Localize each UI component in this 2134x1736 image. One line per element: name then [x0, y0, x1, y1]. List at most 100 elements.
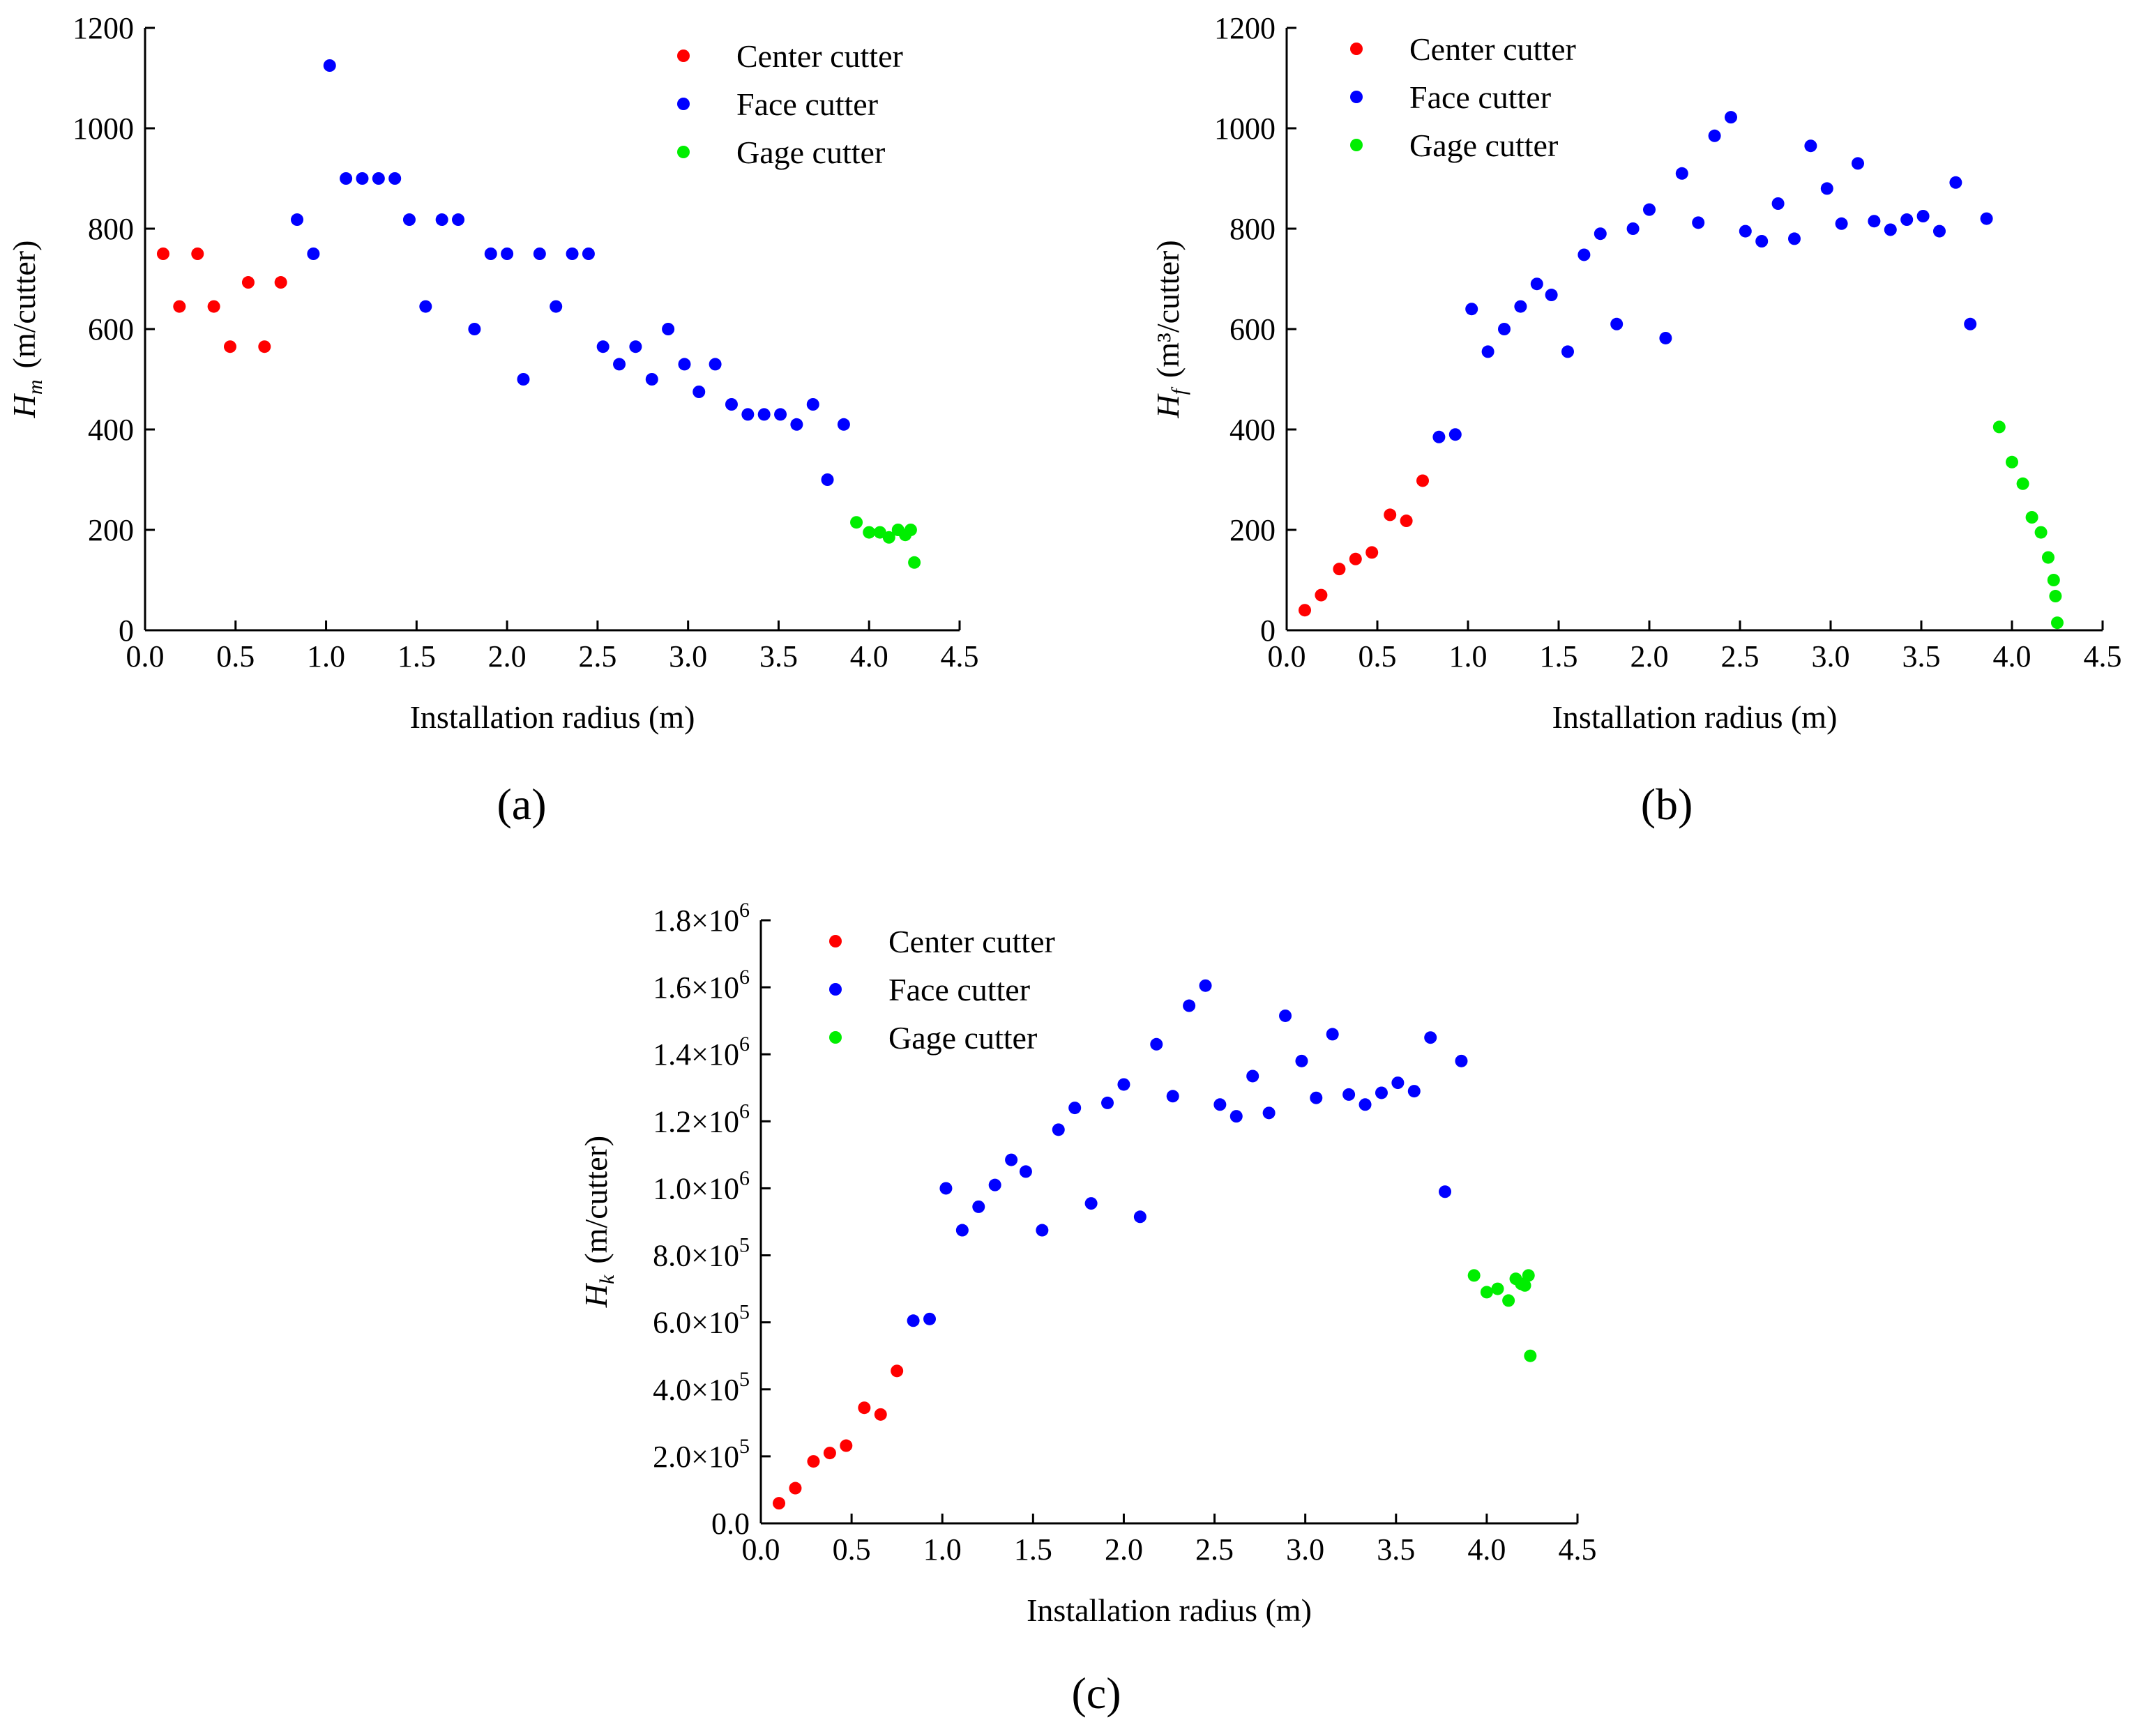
data-point: [1804, 139, 1817, 153]
data-point: [629, 340, 642, 353]
data-point: [207, 300, 220, 313]
data-point: [1610, 317, 1624, 330]
data-point: [1480, 1286, 1493, 1299]
data-point: [1349, 552, 1362, 565]
data-point: [1315, 588, 1328, 602]
data-point: [1400, 515, 1413, 528]
data-point: [419, 300, 432, 313]
x-axis-label: Installation radius (m): [410, 699, 695, 735]
data-point: [1416, 474, 1429, 487]
data-point: [1342, 1088, 1356, 1101]
legend-label: Face cutter: [888, 972, 1030, 1007]
data-point: [1183, 999, 1196, 1012]
legend: Center cutter Face cutter Gage cutter: [677, 38, 903, 170]
data-point: [1884, 223, 1897, 236]
x-tick-label: 2.5: [1195, 1532, 1234, 1567]
data-point: [1262, 1106, 1276, 1120]
data-point: [1229, 1110, 1243, 1123]
data-point: [863, 526, 876, 539]
data-point: [582, 248, 595, 260]
x-tick-label: 1.5: [1014, 1532, 1052, 1567]
y-axis-label: Hm(m/cutter): [6, 241, 47, 419]
data-point: [1166, 1090, 1179, 1103]
data-point: [191, 248, 204, 260]
legend-label: Gage cutter: [888, 1020, 1037, 1056]
series-face-cutter: [1432, 111, 1993, 443]
data-point: [789, 1482, 802, 1495]
legend-marker: [677, 146, 690, 158]
series-center-cutter: [1299, 474, 1429, 617]
data-point: [173, 300, 186, 313]
x-tick-label: 0.0: [1268, 639, 1306, 673]
chart-panel-2: 0.0 0.5 1.0 1.5 2.0 2.5 3.0 3.5 4.0 4.5 0 200 400 600…: [1150, 11, 2122, 735]
x-tick-label: 2.5: [578, 639, 616, 673]
data-point: [1561, 345, 1574, 358]
series-center-cutter: [156, 248, 287, 353]
data-point: [1868, 215, 1881, 228]
data-point: [1375, 1086, 1388, 1099]
data-point: [1530, 277, 1543, 291]
legend-marker: [677, 50, 690, 62]
data-point: [1626, 222, 1640, 235]
data-point: [566, 248, 579, 260]
data-point: [1036, 1224, 1049, 1237]
y-tick-label: 800: [88, 212, 134, 246]
data-point: [1692, 216, 1705, 229]
data-point: [323, 59, 336, 72]
data-point: [1333, 563, 1346, 576]
data-point: [1933, 224, 1946, 238]
data-point: [1448, 428, 1462, 441]
data-point: [709, 358, 722, 371]
series-center-cutter: [773, 1364, 904, 1510]
data-point: [241, 276, 255, 289]
x-tick-label: 4.5: [941, 639, 979, 673]
data-point: [988, 1178, 1001, 1191]
data-point: [774, 408, 787, 421]
x-tick-label: 3.0: [1812, 639, 1850, 673]
data-point: [1524, 1349, 1537, 1362]
chart-panel-3: 0.0 0.5 1.0 1.5 2.0 2.5 3.0 3.5 4.0 4.5 0.0 2.0×105…: [578, 899, 1597, 1628]
data-point: [972, 1200, 985, 1213]
y-tick-label: 400: [88, 413, 134, 447]
x-axis-label: Installation radius (m): [1027, 1592, 1312, 1628]
data-point: [1992, 420, 2006, 434]
x-tick-label: 4.0: [1993, 639, 2031, 673]
data-point: [402, 213, 416, 227]
data-point: [452, 213, 465, 227]
data-point: [821, 473, 834, 486]
y-tick-label: 1.6×106: [653, 966, 750, 1005]
data-point: [1949, 176, 1962, 189]
y-tick-label: 1.2×106: [653, 1099, 750, 1139]
y-tick-label: 600: [88, 312, 134, 347]
data-point: [2049, 590, 2062, 603]
data-point: [1900, 213, 1914, 227]
data-point: [307, 248, 320, 260]
data-point: [923, 1312, 937, 1325]
data-point: [1522, 1269, 1535, 1282]
x-tick-label: 3.5: [1377, 1532, 1415, 1567]
x-tick-label: 1.5: [398, 639, 436, 673]
series-face-cutter: [291, 59, 850, 486]
data-point: [858, 1401, 871, 1415]
data-point: [596, 340, 610, 353]
data-point: [907, 1314, 920, 1327]
legend: Center cutter Face cutter Gage cutter: [829, 924, 1055, 1056]
x-tick-label: 2.0: [1105, 1532, 1143, 1567]
y-tick-label: 4.0×105: [653, 1368, 750, 1407]
data-point: [372, 172, 385, 185]
data-point: [1407, 1085, 1421, 1098]
data-point: [1675, 167, 1688, 180]
data-point: [1310, 1091, 1323, 1104]
data-point: [850, 516, 863, 529]
data-point: [1771, 197, 1785, 210]
data-point: [874, 1408, 887, 1421]
data-point: [790, 418, 803, 431]
data-point: [1199, 979, 1212, 992]
legend-marker: [1350, 91, 1363, 103]
x-tick-label: 0.0: [126, 639, 165, 673]
data-point: [274, 276, 287, 289]
panel-label: (c): [1071, 1668, 1121, 1718]
data-point: [156, 248, 169, 260]
data-point: [1708, 129, 1721, 142]
chart-panel-1: 0.0 0.5 1.0 1.5 2.0 2.5 3.0 3.5 4.0 4.5 0 200 400 600…: [6, 11, 979, 735]
